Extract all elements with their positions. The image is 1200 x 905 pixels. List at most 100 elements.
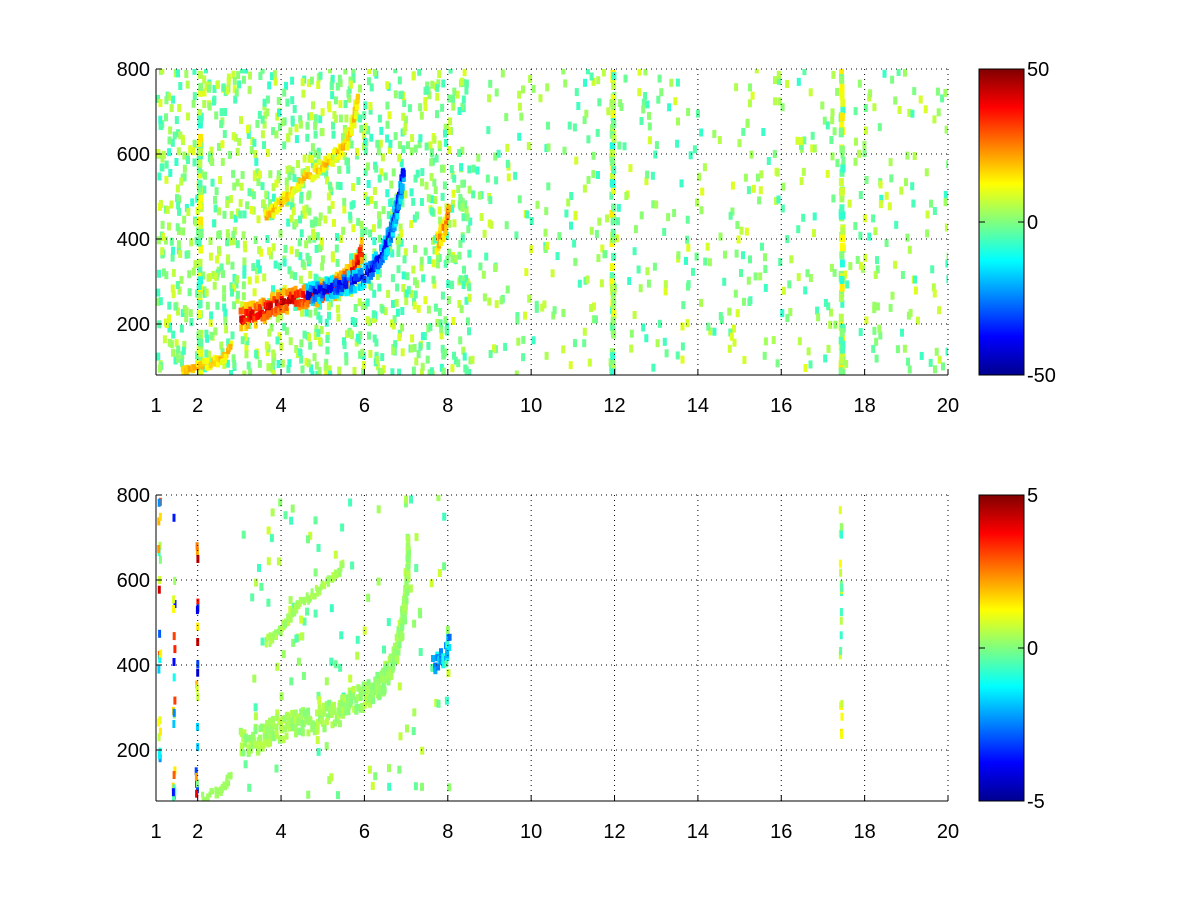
heatmap-cell: [413, 782, 418, 791]
heatmap-cell: [284, 304, 289, 311]
heatmap-cell: [389, 672, 394, 680]
heatmap-cell: [606, 107, 611, 116]
heatmap-cell: [465, 317, 470, 326]
heatmap-cell: [918, 95, 923, 104]
heatmap-cell: [390, 249, 395, 258]
heatmap-cell: [839, 145, 845, 154]
heatmap-cell: [555, 252, 560, 261]
heatmap-cell: [398, 91, 403, 100]
heatmap-cell: [611, 288, 617, 297]
heatmap-cell: [313, 149, 318, 158]
heatmap-cell: [467, 327, 471, 336]
heatmap-cell: [344, 114, 349, 123]
heatmap-cell: [686, 243, 691, 252]
heatmap-cell: [327, 699, 332, 707]
heatmap-cell: [485, 174, 490, 183]
heatmap-cell: [288, 596, 293, 605]
heatmap-cell: [197, 120, 203, 129]
heatmap-cell: [278, 122, 282, 131]
heatmap-cell: [246, 309, 250, 317]
heatmap-cell: [306, 790, 311, 799]
heatmap-cell: [313, 290, 318, 297]
heatmap-cell: [366, 265, 370, 273]
heatmap-cell: [597, 217, 602, 226]
heatmap-cell: [438, 319, 443, 328]
heatmap-cell: [174, 116, 179, 125]
heatmap-cell: [434, 233, 439, 241]
heatmap-cell: [225, 229, 230, 238]
heatmap-cell: [488, 350, 493, 358]
heatmap-cell: [875, 302, 880, 311]
heatmap-cell: [259, 248, 264, 257]
heatmap-cell: [184, 307, 189, 316]
heatmap-cell: [456, 185, 461, 193]
heatmap-cell: [363, 147, 368, 156]
heatmap-cell: [204, 349, 209, 358]
heatmap-cell: [219, 108, 224, 117]
heatmap-cell: [776, 70, 781, 79]
heatmap-cell: [393, 69, 398, 74]
heatmap-cell: [274, 732, 279, 740]
y-tick-label: 800: [117, 59, 150, 81]
heatmap-cell: [363, 137, 367, 146]
heatmap-cell: [242, 240, 247, 249]
heatmap-cell: [355, 333, 360, 342]
heatmap-cell: [306, 729, 311, 737]
colorbar-tick-label: 50: [1027, 59, 1049, 81]
heatmap-cell: [484, 252, 489, 261]
heatmap-cell: [680, 342, 685, 351]
heatmap-cell: [838, 362, 844, 371]
heatmap-cell: [412, 301, 417, 310]
heatmap-cell: [277, 206, 282, 213]
heatmap-cell: [249, 146, 254, 154]
heatmap-cell: [186, 250, 191, 259]
heatmap-cell: [884, 191, 889, 200]
heatmap-cell: [447, 94, 452, 103]
heatmap-cell: [197, 159, 203, 168]
heatmap-cell: [362, 111, 367, 120]
heatmap-cell: [177, 286, 182, 295]
heatmap-cell: [412, 343, 417, 352]
heatmap-cell: [872, 326, 877, 335]
heatmap-cell: [838, 211, 844, 220]
heatmap-cell: [327, 104, 332, 113]
heatmap-cell: [470, 355, 475, 364]
heatmap-cell: [338, 114, 343, 123]
heatmap-cell: [252, 674, 257, 683]
heatmap-cell: [397, 76, 402, 85]
heatmap-cell: [344, 277, 349, 285]
heatmap-cell: [372, 334, 377, 343]
heatmap-cell: [346, 165, 351, 174]
heatmap-cell: [265, 108, 270, 117]
heatmap-cell: [350, 128, 354, 135]
heatmap-cell: [318, 71, 323, 80]
heatmap-cell: [907, 245, 912, 254]
heatmap-cell: [262, 314, 267, 322]
heatmap-cell: [840, 699, 844, 708]
heatmap-cell: [912, 152, 917, 160]
heatmap-cell: [387, 656, 392, 664]
heatmap-cell: [247, 316, 252, 323]
colorbar-top: 500-50: [978, 59, 1056, 387]
x-tick-label: 20: [937, 821, 959, 843]
heatmap-cell: [330, 74, 335, 83]
heatmap-cell: [743, 173, 748, 182]
heatmap-cell: [573, 257, 578, 266]
heatmap-cell: [176, 307, 180, 316]
colorbar-tick-label: 0: [1027, 212, 1038, 234]
heatmap-cell: [312, 294, 317, 302]
heatmap-cell: [302, 175, 307, 181]
x-tick-label: 20: [937, 395, 959, 417]
heatmap-cell: [241, 749, 246, 757]
heatmap-cell: [685, 235, 690, 244]
heatmap-cell: [302, 154, 307, 163]
heatmap-cell: [780, 309, 785, 318]
heatmap-cell: [272, 296, 277, 304]
heatmap-cell: [291, 602, 296, 611]
heatmap-cell: [777, 76, 781, 85]
heatmap-cell: [399, 191, 404, 199]
heatmap-cell: [946, 275, 948, 284]
heatmap-cell: [409, 188, 414, 197]
heatmap-cell: [310, 370, 315, 375]
heatmap-cell: [337, 280, 341, 288]
